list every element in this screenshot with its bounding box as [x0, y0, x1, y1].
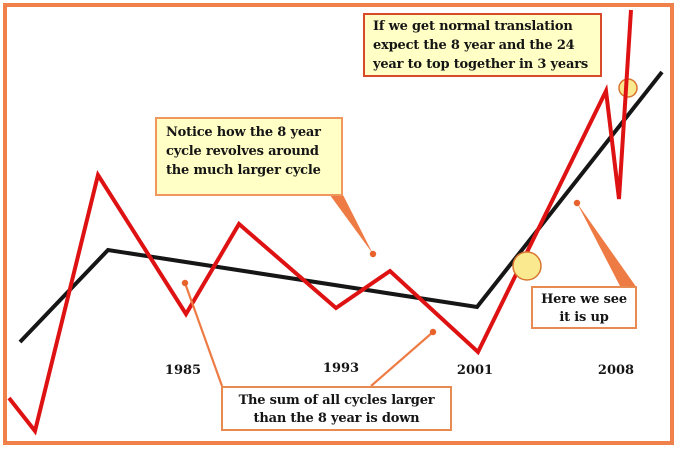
x-label-1993: 1993 — [322, 361, 360, 376]
annotation-sum-of-cycles-down: The sum of all cycles larger than the 8 … — [221, 386, 452, 431]
callout-dot — [181, 279, 189, 287]
larger-cycle-line — [18, 70, 664, 344]
annotation-normal-translation: If we get normal translation expect the … — [363, 13, 602, 77]
x-label-2008: 2008 — [597, 363, 635, 378]
highlight-circle — [512, 251, 542, 281]
eight-year-cycle-line — [7, 9, 633, 436]
callout-line — [183, 282, 224, 387]
callout-line — [370, 331, 434, 387]
callout-dot — [369, 250, 377, 258]
callout-dot — [429, 328, 437, 336]
callout-pointer — [327, 191, 373, 254]
callout-pointer — [577, 203, 637, 288]
chart-frame — [3, 3, 674, 445]
callout-dot — [573, 199, 581, 207]
annotation-notice-8-year-cycle: Notice how the 8 year cycle revolves aro… — [155, 117, 343, 196]
x-label-2001: 2001 — [456, 363, 494, 378]
annotation-here-it-is-up: Here we see it is up — [531, 286, 637, 329]
x-label-1985: 1985 — [164, 363, 202, 378]
